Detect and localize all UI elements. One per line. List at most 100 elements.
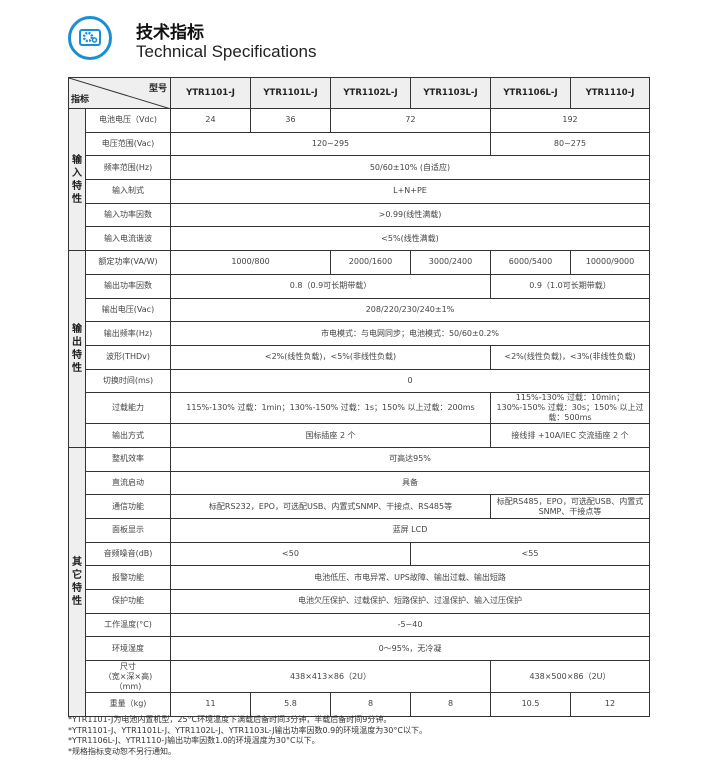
spec-value: 0 bbox=[170, 368, 650, 394]
table-row: 音频噪音(dB) <50 <55 bbox=[69, 541, 650, 567]
spec-value: 36 bbox=[250, 108, 331, 133]
spec-value: 接线排 +10A/IEC 交流插座 2 个 bbox=[490, 423, 650, 448]
spec-label: 环境湿度 bbox=[85, 636, 171, 662]
group-label: 其 它 特 性 bbox=[68, 446, 86, 717]
spec-label: 波形(THDv) bbox=[85, 344, 171, 370]
spec-value: 可高达95% bbox=[170, 446, 650, 472]
spec-value: 192 bbox=[490, 108, 650, 133]
spec-label: 过载能力 bbox=[85, 392, 171, 425]
spec-value: 具备 bbox=[170, 470, 650, 496]
spec-value: 208/220/230/240±1% bbox=[170, 297, 650, 323]
spec-value: 50/60±10% (自适应) bbox=[170, 155, 650, 181]
spec-value: 438×500×86（2U） bbox=[490, 660, 650, 694]
spec-label: 报警功能 bbox=[85, 565, 171, 591]
table-row: 输入制式 L+N+PE bbox=[69, 179, 650, 204]
corner-model-label: 型号 bbox=[148, 84, 167, 94]
table-row: 面板显示 蓝屏 LCD bbox=[69, 518, 650, 543]
table-row: 输出功率因数 0.8（0.9可长期带载） 0.9（1.0可长期带载） bbox=[69, 273, 650, 299]
spec-label: 输出方式 bbox=[85, 423, 171, 448]
table-row: 输出电压(Vac) 208/220/230/240±1% bbox=[69, 297, 650, 323]
spec-value: 0～95%，无冷凝 bbox=[170, 636, 650, 662]
spec-value: 24 bbox=[170, 108, 251, 133]
spec-value: <2%(线性负载)，<5%(非线性负载) bbox=[170, 344, 491, 370]
table-row: 其 它 特 性整机效率 可高达95% bbox=[68, 446, 650, 717]
spec-value: <5%(线性满载) bbox=[170, 226, 650, 252]
table-row: 报警功能 电池低压、市电异常、UPS故障、输出过载、输出短路 bbox=[69, 565, 650, 591]
title-chinese: 技术指标 bbox=[136, 23, 204, 43]
spec-value: 115%-130% 过载：1min；130%-150% 过载：1s；150% 以… bbox=[170, 392, 491, 425]
footnote: *YTR1101-J为电池内置机型，25°C环境温度下满载后备时间3分钟，半载后… bbox=[68, 715, 392, 724]
model-header: YTR1101L-J bbox=[250, 77, 331, 109]
table-row: 输 出 特 性额定功率(VA/W) 1000/800 2000/1600 3000/2… bbox=[68, 250, 650, 448]
spec-value: 6000/5400 bbox=[490, 250, 571, 275]
table-row: 尺寸 （宽×深×高) （mm) 438×413×86（2U） 438×500×86（… bbox=[69, 660, 650, 694]
table-row: 输出方式 国标插座 2 个接线排 +10A/IEC 交流插座 2 个 bbox=[69, 423, 650, 448]
table-row: 通信功能 标配RS232，EPO，可选配USB、内置式SNMP、干接点、RS485… bbox=[69, 494, 650, 519]
spec-value: 8 bbox=[330, 692, 411, 717]
footnote: *YTR1106L-J、YTR1110-J输出功率因数1.0的环境温度为30°C… bbox=[68, 736, 320, 745]
spec-value: 国标插座 2 个 bbox=[170, 423, 491, 448]
spec-value: 标配RS232，EPO，可选配USB、内置式SNMP、干接点、RS485等 bbox=[170, 494, 491, 519]
spec-label: 整机效率 bbox=[85, 446, 171, 472]
group-label: 输 入 特 性 bbox=[68, 107, 86, 252]
table-row: 输入功率因数 >0.99(线性满载) bbox=[69, 202, 650, 228]
gear-settings-icon bbox=[68, 16, 112, 60]
spec-value: 115%-130% 过载：10min；130%-150% 过载：30s；150%… bbox=[490, 392, 650, 425]
spec-value: 438×413×86（2U） bbox=[170, 660, 491, 694]
table-row: 输 入 特 性电池电压（Vdc) 24 36 72 192 bbox=[68, 107, 650, 252]
spec-label: 电压范围(Vac) bbox=[85, 131, 171, 157]
spec-label: 输入功率因数 bbox=[85, 202, 171, 228]
spec-label: 输出功率因数 bbox=[85, 273, 171, 299]
spec-label: 直流启动 bbox=[85, 470, 171, 496]
spec-label: 保护功能 bbox=[85, 589, 171, 614]
table-row: 输入电流谐波 <5%(线性满载) bbox=[69, 226, 650, 252]
table-row: 切换时间(ms) 0 bbox=[69, 368, 650, 394]
spec-value: 72 bbox=[330, 108, 491, 133]
spec-value: 8 bbox=[410, 692, 491, 717]
spec-value: <55 bbox=[410, 541, 650, 567]
spec-value: L+N+PE bbox=[170, 179, 650, 204]
table-row: 保护功能 电池欠压保护、过载保护、短路保护、过温保护、输入过压保护 bbox=[69, 589, 650, 614]
table-row: 电压范围(Vac) 120~295 80~275 bbox=[69, 131, 650, 157]
title-english: Technical Specifications bbox=[136, 42, 317, 61]
table-row: 输出频率(Hz) 市电模式：与电网同步；电池模式：50/60±0.2% bbox=[69, 321, 650, 346]
spec-label: 通信功能 bbox=[85, 494, 171, 519]
spec-value: 3000/2400 bbox=[410, 250, 491, 275]
model-header: YTR1110-J bbox=[570, 77, 650, 109]
corner-cell: 型号 指标 bbox=[68, 77, 171, 109]
spec-label: 音频噪音(dB) bbox=[85, 541, 171, 567]
group-label: 输 出 特 性 bbox=[68, 250, 86, 448]
table-row: 波形(THDv) <2%(线性负载)，<5%(非线性负载) <2%(线性负载)，<3… bbox=[69, 344, 650, 370]
spec-value: 市电模式：与电网同步；电池模式：50/60±0.2% bbox=[170, 321, 650, 346]
table-row: 直流启动 具备 bbox=[69, 470, 650, 496]
spec-label: 切换时间(ms) bbox=[85, 368, 171, 394]
table-row: 环境湿度 0～95%，无冷凝 bbox=[69, 636, 650, 662]
spec-value: 电池低压、市电异常、UPS故障、输出过载、输出短路 bbox=[170, 565, 650, 591]
spec-label: 频率范围(Hz) bbox=[85, 155, 171, 181]
spec-table: 型号 指标 YTR1101-J YTR1101L-J YTR1102L-J YTR11… bbox=[68, 77, 650, 717]
spec-value: 12 bbox=[570, 692, 650, 717]
spec-label: 额定功率(VA/W) bbox=[85, 250, 171, 275]
table-row: 工作温度(°C) -5~40 bbox=[69, 612, 650, 638]
footnote: *YTR1101-J、YTR1101L-J、YTR1102L-J、YTR1103… bbox=[68, 725, 427, 735]
model-header: YTR1101-J bbox=[170, 77, 251, 109]
spec-value: <50 bbox=[170, 541, 411, 567]
spec-value: 80~275 bbox=[490, 131, 650, 157]
spec-value: 电池欠压保护、过载保护、短路保护、过温保护、输入过压保护 bbox=[170, 589, 650, 614]
corner-spec-label: 指标 bbox=[71, 95, 90, 105]
table-header-row: 型号 指标 YTR1101-J YTR1101L-J YTR1102L-J YTR11… bbox=[68, 77, 650, 109]
spec-value: 120~295 bbox=[170, 131, 491, 157]
footnote: *规格指标变动恕不另行通知。 bbox=[68, 746, 176, 756]
spec-value: <2%(线性负载)，<3%(非线性负载) bbox=[490, 344, 650, 370]
spec-label: 工作温度(°C) bbox=[85, 612, 171, 638]
spec-label: 尺寸 （宽×深×高) （mm) bbox=[85, 660, 171, 694]
footnotes: *YTR1101-J为电池内置机型，25°C环境温度下满载后备时间3分钟，半载后… bbox=[68, 715, 427, 757]
spec-value: 2000/1600 bbox=[330, 250, 411, 275]
spec-label: 输出频率(Hz) bbox=[85, 321, 171, 346]
spec-label: 输出电压(Vac) bbox=[85, 297, 171, 323]
spec-value: -5~40 bbox=[170, 612, 650, 638]
spec-value: 标配RS485，EPO，可选配USB、内置式SNMP、干接点等 bbox=[490, 494, 650, 519]
spec-label: 重量（kg) bbox=[85, 692, 171, 717]
spec-value: 蓝屏 LCD bbox=[170, 518, 650, 543]
spec-value: >0.99(线性满载) bbox=[170, 202, 650, 228]
